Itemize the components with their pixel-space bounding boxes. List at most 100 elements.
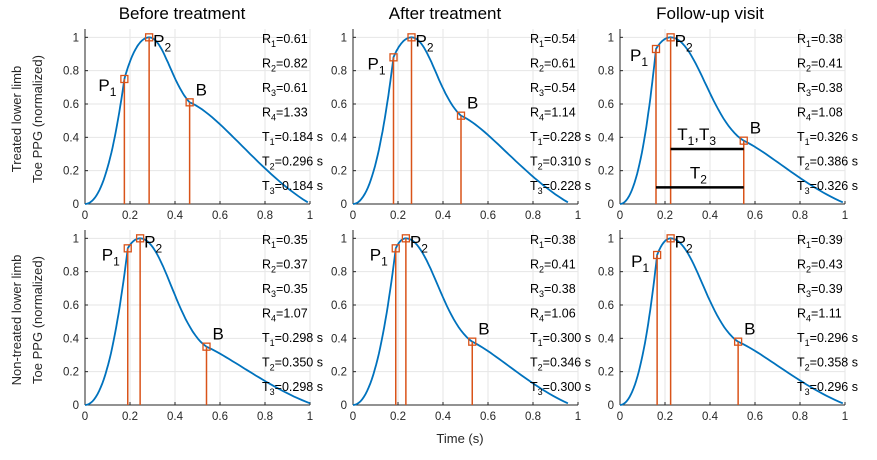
x-tick-label: 0.6 — [480, 411, 496, 423]
metric-annotation: T1=0.298 s — [262, 331, 323, 348]
panel-treated-before: 0 0.2 0.4 0.6 0.8 1 0 0.2 0.4 0.6 0.8 1 P1 P2 B R1=0.61… — [63, 29, 323, 222]
metric-annotation: R4=1.33 — [262, 106, 308, 123]
keypoint-marker — [651, 44, 661, 54]
x-tick-label: 0.6 — [747, 411, 763, 423]
x-tick-label: 0.2 — [657, 411, 673, 423]
keypoint-label: P2 — [416, 31, 434, 54]
x-tick-label: 1 — [307, 210, 313, 222]
keypoint-marker — [652, 250, 662, 260]
y-tick-label: 0.6 — [63, 99, 79, 111]
y-tick-label: 0.2 — [331, 367, 347, 379]
metric-annotation: R1=0.38 — [797, 32, 843, 49]
metric-annotation: T1=0.300 s — [530, 331, 591, 348]
x-tick-label: 0.8 — [257, 210, 273, 222]
y-tick-label: 1 — [73, 233, 79, 245]
y-tick-label: 1 — [341, 233, 347, 245]
keypoint-label: B — [467, 94, 478, 113]
x-tick-label: 1 — [575, 411, 581, 423]
x-tick-label: 0 — [617, 210, 623, 222]
y-tick-label: 0.2 — [598, 166, 614, 178]
y-tick-label: 0.6 — [63, 300, 79, 312]
x-tick-label: 1 — [575, 210, 581, 222]
x-tick-label: 0.8 — [525, 210, 541, 222]
metric-annotation: T1=0.326 s — [797, 130, 858, 147]
keypoint-marker — [739, 136, 748, 145]
x-tick-label: 0 — [617, 411, 623, 423]
metric-annotation: T3=0.298 s — [262, 380, 323, 397]
x-tick-label: 0.4 — [435, 210, 452, 222]
x-tick-label: 0.6 — [480, 210, 496, 222]
x-tick-label: 0 — [82, 411, 88, 423]
x-tick-label: 0.8 — [257, 411, 273, 423]
keypoint-marker — [733, 337, 743, 346]
metric-annotation: T3=0.184 s — [262, 179, 323, 196]
metric-annotation: R3=0.39 — [797, 282, 843, 299]
x-tick-label: 0.4 — [167, 411, 184, 423]
y-tick-label: 0.8 — [598, 267, 614, 279]
interval-label: T2 — [690, 163, 707, 186]
y-tick-label: 1 — [73, 32, 79, 44]
y-tick-label: 0.6 — [331, 300, 347, 312]
x-tick-label: 0.2 — [122, 210, 138, 222]
metric-annotation: R2=0.37 — [262, 258, 308, 275]
metric-annotation: R4=1.14 — [530, 106, 576, 123]
y-tick-label: 0.6 — [598, 99, 614, 111]
x-tick-label: 0.2 — [657, 210, 673, 222]
y-tick-label: 0.8 — [63, 66, 79, 78]
keypoint-marker — [120, 74, 129, 84]
y-tick-label: 0.4 — [331, 132, 348, 144]
x-tick-label: 0.4 — [435, 411, 452, 423]
y-tick-label: 0.6 — [598, 300, 614, 312]
metric-annotation: T3=0.326 s — [797, 179, 858, 196]
keypoint-marker — [666, 234, 675, 243]
panels: 0 0.2 0.4 0.6 0.8 100.20.40.60.81P1P2BR1=0.61… — [63, 29, 858, 423]
metric-annotation: R3=0.38 — [797, 81, 843, 98]
keypoint-label: P1 — [631, 252, 649, 275]
x-tick-label: 0.8 — [792, 210, 808, 222]
ppg-waveform-line — [352, 36, 569, 205]
metric-annotation: R4=1.07 — [262, 307, 308, 324]
metric-annotation: R3=0.54 — [530, 81, 576, 98]
keypoint-label: P2 — [144, 232, 162, 255]
interval-label: T1,T3 — [677, 125, 716, 148]
keypoint-marker — [468, 337, 477, 346]
keypoint-marker — [389, 53, 398, 62]
row-label-nontreated: Non-treated lower limb — [9, 255, 24, 386]
y-tick-label: 0 — [608, 400, 614, 412]
y-tick-label: 0.4 — [331, 333, 348, 345]
x-tick-label: 0 — [350, 210, 356, 222]
x-tick-label: 0.4 — [702, 411, 719, 423]
keypoint-label: P2 — [675, 31, 693, 54]
y-tick-label: 1 — [341, 32, 347, 44]
x-tick-label: 0 — [82, 210, 88, 222]
row-labels: Treated lower limb Toe PPG (normalized) … — [9, 55, 45, 385]
y-tick-label: 0.8 — [63, 267, 79, 279]
column-titles: Before treatment After treatment Follow-… — [119, 4, 764, 23]
keypoint-marker — [401, 234, 411, 243]
ppg-waveform-line — [619, 36, 844, 205]
metric-annotation: R3=0.38 — [530, 282, 576, 299]
y-tick-label: 0.8 — [331, 66, 347, 78]
x-tick-label: 0.6 — [212, 210, 228, 222]
y-tick-label: 0.2 — [63, 166, 79, 178]
x-tick-label: 0 — [350, 411, 356, 423]
metric-annotation: R4=1.11 — [797, 307, 842, 324]
keypoint-marker — [135, 234, 145, 243]
ppg-waveform-line — [352, 237, 569, 406]
x-tick-label: 0.6 — [747, 210, 763, 222]
metric-annotation: R1=0.61 — [262, 32, 308, 49]
x-tick-label: 0.2 — [390, 411, 406, 423]
row-label-nontreated-unit: Toe PPG (normalized) — [30, 256, 45, 384]
x-tick-label: 0.8 — [525, 411, 541, 423]
panel-nontreated-followup: 0 0.2 0.4 0.6 0.8 1 0 0.2 0.4 0.6 0.8 1 P1 P2 B R1=0.39… — [598, 230, 858, 423]
keypoint-label: P1 — [98, 76, 116, 99]
metric-annotation: T3=0.300 s — [530, 380, 591, 397]
keypoint-label: P2 — [675, 232, 693, 255]
metric-annotation: R1=0.35 — [262, 233, 308, 250]
metric-annotation: R1=0.38 — [530, 233, 576, 250]
column-title-after: After treatment — [389, 4, 502, 23]
keypoint-label: B — [213, 325, 224, 344]
metric-annotation: T1=0.228 s — [530, 130, 591, 147]
